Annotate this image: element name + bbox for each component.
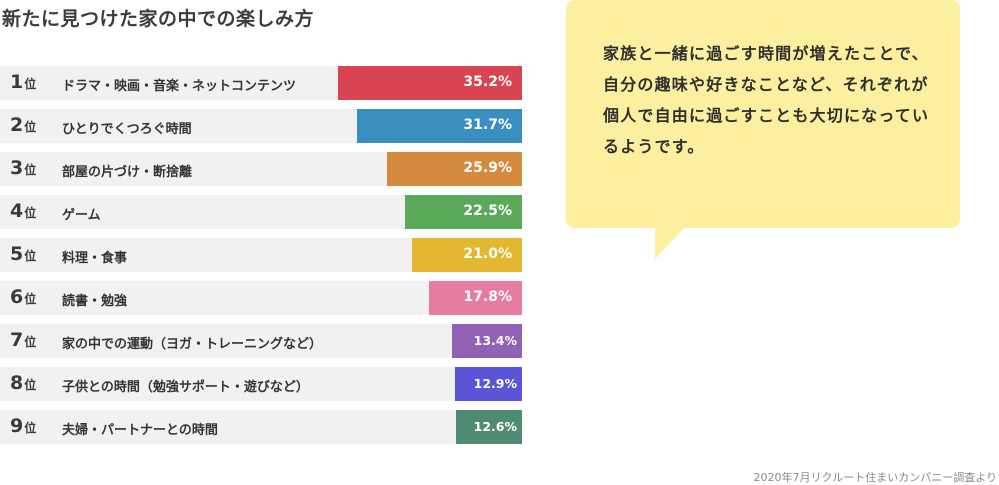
rank-number: 5位 [10, 243, 37, 265]
rank-suffix: 位 [24, 206, 37, 220]
rank-number: 7位 [10, 329, 37, 351]
value-bar: 21.0% [412, 238, 522, 272]
comment-speech-bubble: 家族と一緒に過ごす時間が増えたことで、自分の趣味や好きなことなど、それぞれが個人… [566, 0, 960, 228]
value-bar: 12.6% [456, 410, 522, 444]
value-bar: 17.8% [429, 281, 522, 315]
rank-suffix: 位 [24, 120, 37, 134]
category-label: ひとりでくつろぐ時間 [62, 122, 192, 137]
rank-row: 4位 ゲーム 22.5% [0, 195, 522, 229]
value-bar: 13.4% [452, 324, 522, 358]
rank-row: 6位 読書・勉強 17.8% [0, 281, 522, 315]
comment-text: 家族と一緒に過ごす時間が増えたことで、自分の趣味や好きなことなど、それぞれが個人… [603, 44, 930, 156]
value-bar: 22.5% [404, 195, 522, 229]
value-label: 12.9% [473, 376, 517, 391]
rank-suffix: 位 [24, 292, 37, 306]
value-label: 31.7% [463, 117, 512, 133]
rank-suffix: 位 [24, 378, 37, 392]
category-label: 料理・食事 [62, 251, 128, 266]
value-bar: 12.9% [454, 367, 522, 401]
value-label: 13.4% [473, 333, 517, 348]
value-label: 17.8% [463, 289, 512, 305]
value-bar: 31.7% [356, 109, 522, 143]
rank-number: 4位 [10, 200, 37, 222]
chart-title: 新たに見つけた家の中での楽しみ方 [2, 8, 315, 30]
rank-number: 3位 [10, 157, 37, 179]
rank-suffix: 位 [24, 163, 37, 177]
value-label: 35.2% [463, 74, 512, 90]
rank-row: 5位 料理・食事 21.0% [0, 238, 522, 272]
category-label: 子供との時間（勉強サポート・遊びなど） [62, 380, 309, 395]
rank-suffix: 位 [24, 335, 37, 349]
speech-bubble-tail [655, 227, 685, 259]
value-label: 25.9% [463, 160, 512, 176]
rank-row: 9位 夫婦・パートナーとの時間 12.6% [0, 410, 522, 444]
rank-suffix: 位 [24, 249, 37, 263]
value-label: 21.0% [463, 246, 512, 262]
rank-suffix: 位 [24, 77, 37, 91]
rank-row: 8位 子供との時間（勉強サポート・遊びなど） 12.9% [0, 367, 522, 401]
category-label: 家の中での運動（ヨガ・トレーニングなど） [62, 337, 323, 352]
ranking-bar-chart: 1位 ドラマ・映画・音楽・ネットコンテンツ 35.2% 2位 ひとりでくつろぐ時間 31.… [0, 66, 522, 453]
source-note: 2020年7月リクルート住まいカンパニー調査より [753, 471, 997, 484]
rank-row: 1位 ドラマ・映画・音楽・ネットコンテンツ 35.2% [0, 66, 522, 100]
category-label: ドラマ・映画・音楽・ネットコンテンツ [62, 79, 297, 94]
value-label: 12.6% [473, 419, 517, 434]
rank-number: 8位 [10, 372, 37, 394]
category-label: 夫婦・パートナーとの時間 [62, 423, 218, 438]
value-label: 22.5% [463, 203, 512, 219]
rank-row: 2位 ひとりでくつろぐ時間 31.7% [0, 109, 522, 143]
category-label: ゲーム [62, 208, 101, 223]
category-label: 部屋の片づけ・断捨離 [62, 165, 193, 180]
rank-number: 6位 [10, 286, 37, 308]
rank-number: 9位 [10, 415, 37, 437]
value-bar: 35.2% [338, 66, 522, 100]
rank-suffix: 位 [24, 421, 37, 435]
value-bar: 25.9% [386, 152, 522, 186]
rank-row: 3位 部屋の片づけ・断捨離 25.9% [0, 152, 522, 186]
rank-number: 2位 [10, 114, 37, 136]
rank-number: 1位 [10, 71, 37, 93]
rank-row: 7位 家の中での運動（ヨガ・トレーニングなど） 13.4% [0, 324, 522, 358]
category-label: 読書・勉強 [62, 294, 128, 309]
